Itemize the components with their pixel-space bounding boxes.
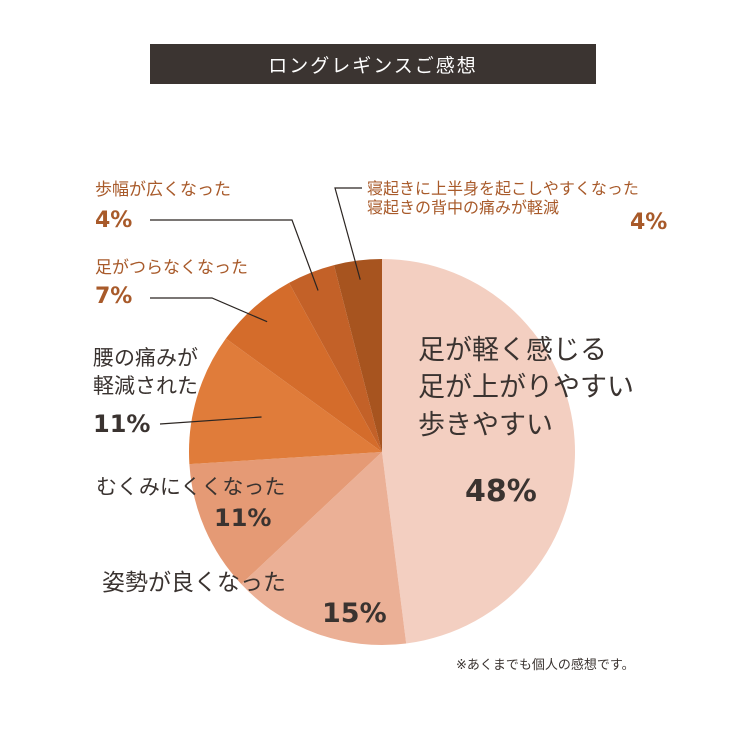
slice-label-6: 歩幅が広くなった xyxy=(95,180,231,200)
slice-label-4-line-1: 腰の痛みが xyxy=(93,346,198,370)
slice-label-7-line-2: 寝起きの背中の痛みが軽減 xyxy=(367,197,560,217)
slice-label-1: 足が軽く感じる 足が上がりやすい 歩きやすい xyxy=(418,332,634,444)
slice-pct-5: 7% xyxy=(95,284,133,309)
leader-line-4 xyxy=(159,416,262,425)
slice-pct-3: 11% xyxy=(214,504,272,532)
slice-pct-6: 4% xyxy=(95,208,133,233)
leader-line-6 xyxy=(150,219,319,291)
slice-pct-2: 15% xyxy=(322,598,387,629)
slice-pct-4: 11% xyxy=(93,410,151,438)
slice-pct-7: 4% xyxy=(630,210,668,235)
pie-slice-5 xyxy=(225,282,382,452)
pie-slice-3 xyxy=(189,452,382,585)
slice-label-1-line-1: 足が軽く感じる xyxy=(418,335,607,366)
footnote: ※あくまでも個人の感想です。 xyxy=(456,658,635,673)
leader-line-5 xyxy=(150,297,268,323)
slice-label-5: 足がつらなくなった xyxy=(95,258,248,278)
chart-title: ロングレギンスご感想 xyxy=(150,44,596,84)
slice-label-2: 姿勢が良くなった xyxy=(102,570,286,596)
slice-label-3: むくみにくくなった xyxy=(96,475,286,499)
pie-slice-2 xyxy=(241,452,407,645)
pie-slice-1 xyxy=(382,259,576,644)
slice-label-4-line-2: 軽減された xyxy=(93,374,198,399)
leader-line-7 xyxy=(334,187,362,280)
pie-slice-4 xyxy=(189,338,382,465)
pie-slice-7 xyxy=(334,259,382,452)
slice-label-1-line-2: 足が上がりやすい xyxy=(418,372,634,404)
slice-label-7: 寝起きに上半身を起こしやすくなった 寝起きの背中の痛みが軽減 xyxy=(367,179,639,218)
slice-label-4: 腰の痛みが 軽減された xyxy=(93,344,198,401)
slice-label-7-line-1: 寝起きに上半身を起こしやすくなった xyxy=(367,179,639,198)
slice-label-1-line-3: 歩きやすい xyxy=(418,409,553,441)
pie-slice-6 xyxy=(289,265,382,452)
slice-pct-1: 48% xyxy=(465,474,537,509)
